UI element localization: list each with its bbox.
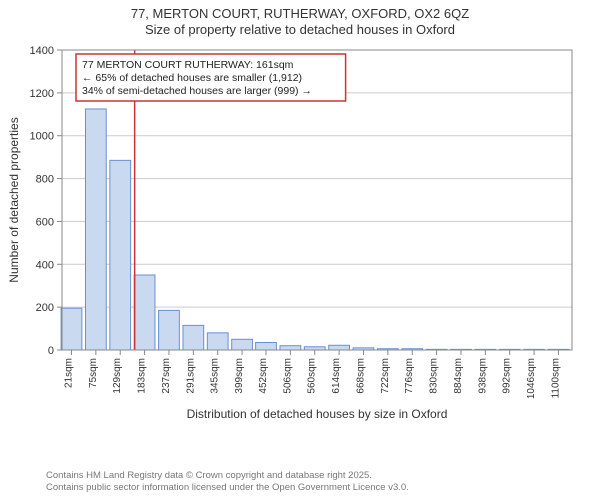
x-tick-label: 938sqm: [477, 358, 488, 394]
histogram-bar: [159, 310, 180, 350]
histogram-bar: [207, 333, 228, 350]
histogram-bar: [183, 325, 204, 350]
annotation-line: ← 65% of detached houses are smaller (1,…: [82, 72, 302, 84]
histogram-bar: [280, 346, 301, 350]
x-tick-label: 75sqm: [88, 358, 99, 388]
x-tick-label: 237sqm: [161, 358, 172, 394]
x-tick-label: 668sqm: [355, 358, 366, 394]
x-tick-label: 183sqm: [137, 358, 148, 394]
footer-line2: Contains public sector information licen…: [46, 482, 409, 494]
x-tick-label: 1100sqm: [550, 358, 561, 398]
annotation-line: 34% of semi-detached houses are larger (…: [82, 85, 312, 97]
histogram-chart: 0 200 400 600 800 1000 1200 1400 21sqm 75sqm 129sq…: [0, 40, 600, 460]
histogram-bar: [61, 308, 82, 350]
y-tick-label: 0: [48, 345, 54, 357]
histogram-bar: [134, 275, 155, 350]
y-tick-label: 200: [36, 302, 54, 314]
x-tick-label: 722sqm: [380, 358, 391, 394]
x-tick-label: 345sqm: [210, 358, 221, 394]
x-tick-label: 452sqm: [258, 358, 269, 394]
y-tick-label: 800: [36, 174, 54, 186]
x-tick-label: 291sqm: [185, 358, 196, 394]
y-tick-label: 1000: [30, 131, 54, 143]
y-tick-label: 1200: [30, 88, 54, 100]
x-tick-label: 614sqm: [331, 358, 342, 394]
x-tick-label: 21sqm: [63, 358, 74, 388]
chart-container: 0 200 400 600 800 1000 1200 1400 21sqm 75sqm 129sq…: [0, 40, 600, 460]
attribution-footer: Contains HM Land Registry data © Crown c…: [46, 470, 409, 494]
y-tick-label: 1400: [30, 45, 54, 57]
histogram-bar: [110, 160, 131, 350]
x-tick-label: 399sqm: [234, 358, 245, 394]
x-tick-label: 884sqm: [453, 358, 464, 394]
histogram-bar: [232, 339, 253, 350]
y-axis-label: Number of detached properties: [7, 117, 21, 282]
x-tick-label: 129sqm: [112, 358, 123, 394]
annotation-line: 77 MERTON COURT RUTHERWAY: 161sqm: [82, 59, 294, 71]
histogram-bar: [329, 345, 350, 350]
x-tick-label: 1046sqm: [526, 358, 537, 399]
chart-title-block: 77, MERTON COURT, RUTHERWAY, OXFORD, OX2…: [0, 0, 600, 39]
y-tick-label: 600: [36, 216, 54, 228]
x-tick-label: 560sqm: [307, 358, 318, 394]
chart-title-line1: 77, MERTON COURT, RUTHERWAY, OXFORD, OX2…: [0, 6, 600, 22]
footer-line1: Contains HM Land Registry data © Crown c…: [46, 470, 409, 482]
x-tick-label: 992sqm: [502, 358, 513, 394]
x-axis-label: Distribution of detached houses by size …: [187, 407, 448, 421]
y-tick-label: 400: [36, 259, 54, 271]
chart-title-line2: Size of property relative to detached ho…: [0, 22, 600, 38]
histogram-bar: [256, 343, 277, 351]
x-tick-label: 506sqm: [282, 358, 293, 394]
x-tick-label: 830sqm: [429, 358, 440, 394]
x-tick-label: 776sqm: [404, 358, 415, 394]
histogram-bar: [85, 109, 106, 350]
